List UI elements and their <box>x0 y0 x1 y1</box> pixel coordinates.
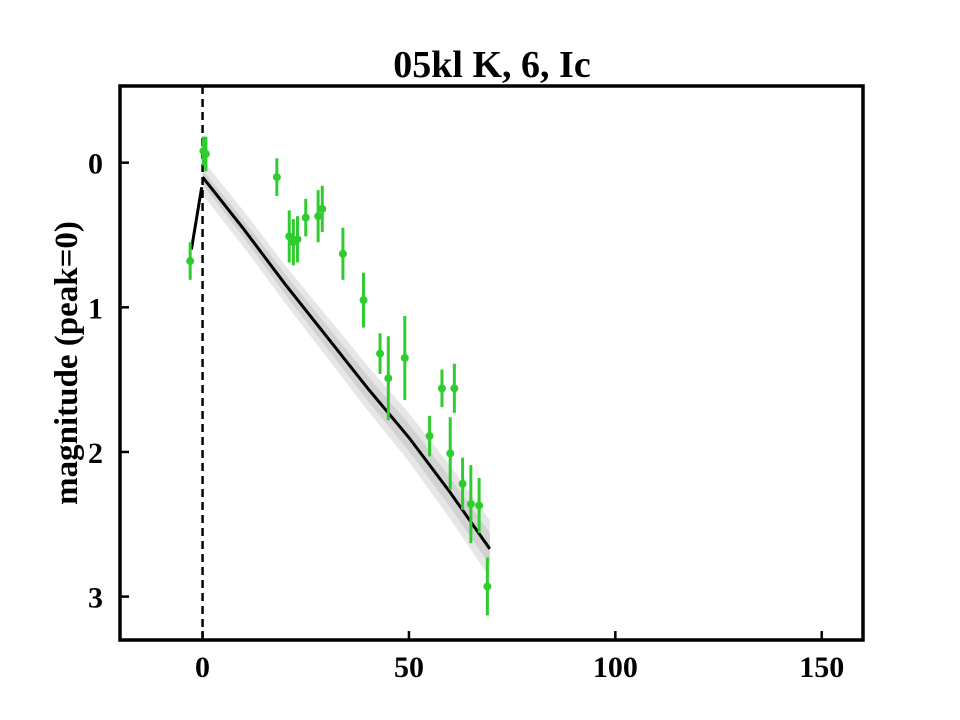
x-tick-label: 0 <box>195 651 210 684</box>
y-axis-ticks: 0 1 2 3 <box>88 148 129 615</box>
model-rise-line <box>189 187 204 250</box>
data-marker <box>446 449 455 458</box>
data-marker <box>400 353 409 362</box>
data-point <box>318 185 327 233</box>
data-marker <box>458 479 467 488</box>
data-marker <box>318 204 327 213</box>
data-marker <box>301 213 310 222</box>
chart-title: 05kl K, 6, Ic <box>393 44 590 86</box>
data-point <box>400 315 409 400</box>
x-axis-ticks: 0 50 100 150 <box>195 631 844 684</box>
data-point <box>376 333 385 374</box>
data-marker <box>425 432 434 441</box>
data-point <box>384 336 393 421</box>
data-marker <box>450 384 459 393</box>
model-decline-line <box>201 176 492 550</box>
x-tick-label: 50 <box>394 651 424 684</box>
x-tick-label: 150 <box>799 651 844 684</box>
y-axis-label: magnitude (peak=0) <box>49 221 85 505</box>
data-marker <box>338 249 347 258</box>
data-marker <box>359 296 368 305</box>
data-point <box>450 363 459 413</box>
data-point <box>301 198 310 237</box>
data-marker <box>437 384 446 393</box>
data-point <box>201 136 210 172</box>
data-marker <box>376 349 385 358</box>
data-marker <box>293 235 302 244</box>
data-marker <box>201 149 210 158</box>
data-point <box>186 242 195 280</box>
y-tick-label: 3 <box>88 582 103 615</box>
data-point <box>466 464 475 544</box>
data-point <box>272 158 281 196</box>
data-point <box>475 477 484 533</box>
data-point <box>285 210 294 263</box>
y-tick-label: 0 <box>88 148 103 181</box>
data-point <box>314 190 323 243</box>
y-tick-label: 1 <box>88 292 103 325</box>
data-marker <box>466 500 475 509</box>
data-marker <box>272 173 281 182</box>
y-tick-label: 2 <box>88 437 103 470</box>
data-points <box>186 136 492 616</box>
data-marker <box>186 257 195 266</box>
data-marker <box>285 232 294 241</box>
data-point <box>483 557 492 616</box>
uncertainty-bands <box>202 159 490 578</box>
data-marker <box>483 582 492 591</box>
model-curves <box>189 176 492 550</box>
data-point <box>425 415 434 457</box>
data-point <box>458 457 467 510</box>
data-marker <box>314 212 323 221</box>
x-tick-label: 100 <box>593 651 638 684</box>
data-marker <box>384 374 393 383</box>
data-point <box>359 272 368 328</box>
data-point <box>446 417 455 490</box>
data-point <box>293 216 302 263</box>
data-point <box>437 369 446 408</box>
data-point <box>338 227 347 280</box>
data-marker <box>475 501 484 510</box>
plot-frame <box>118 84 865 642</box>
